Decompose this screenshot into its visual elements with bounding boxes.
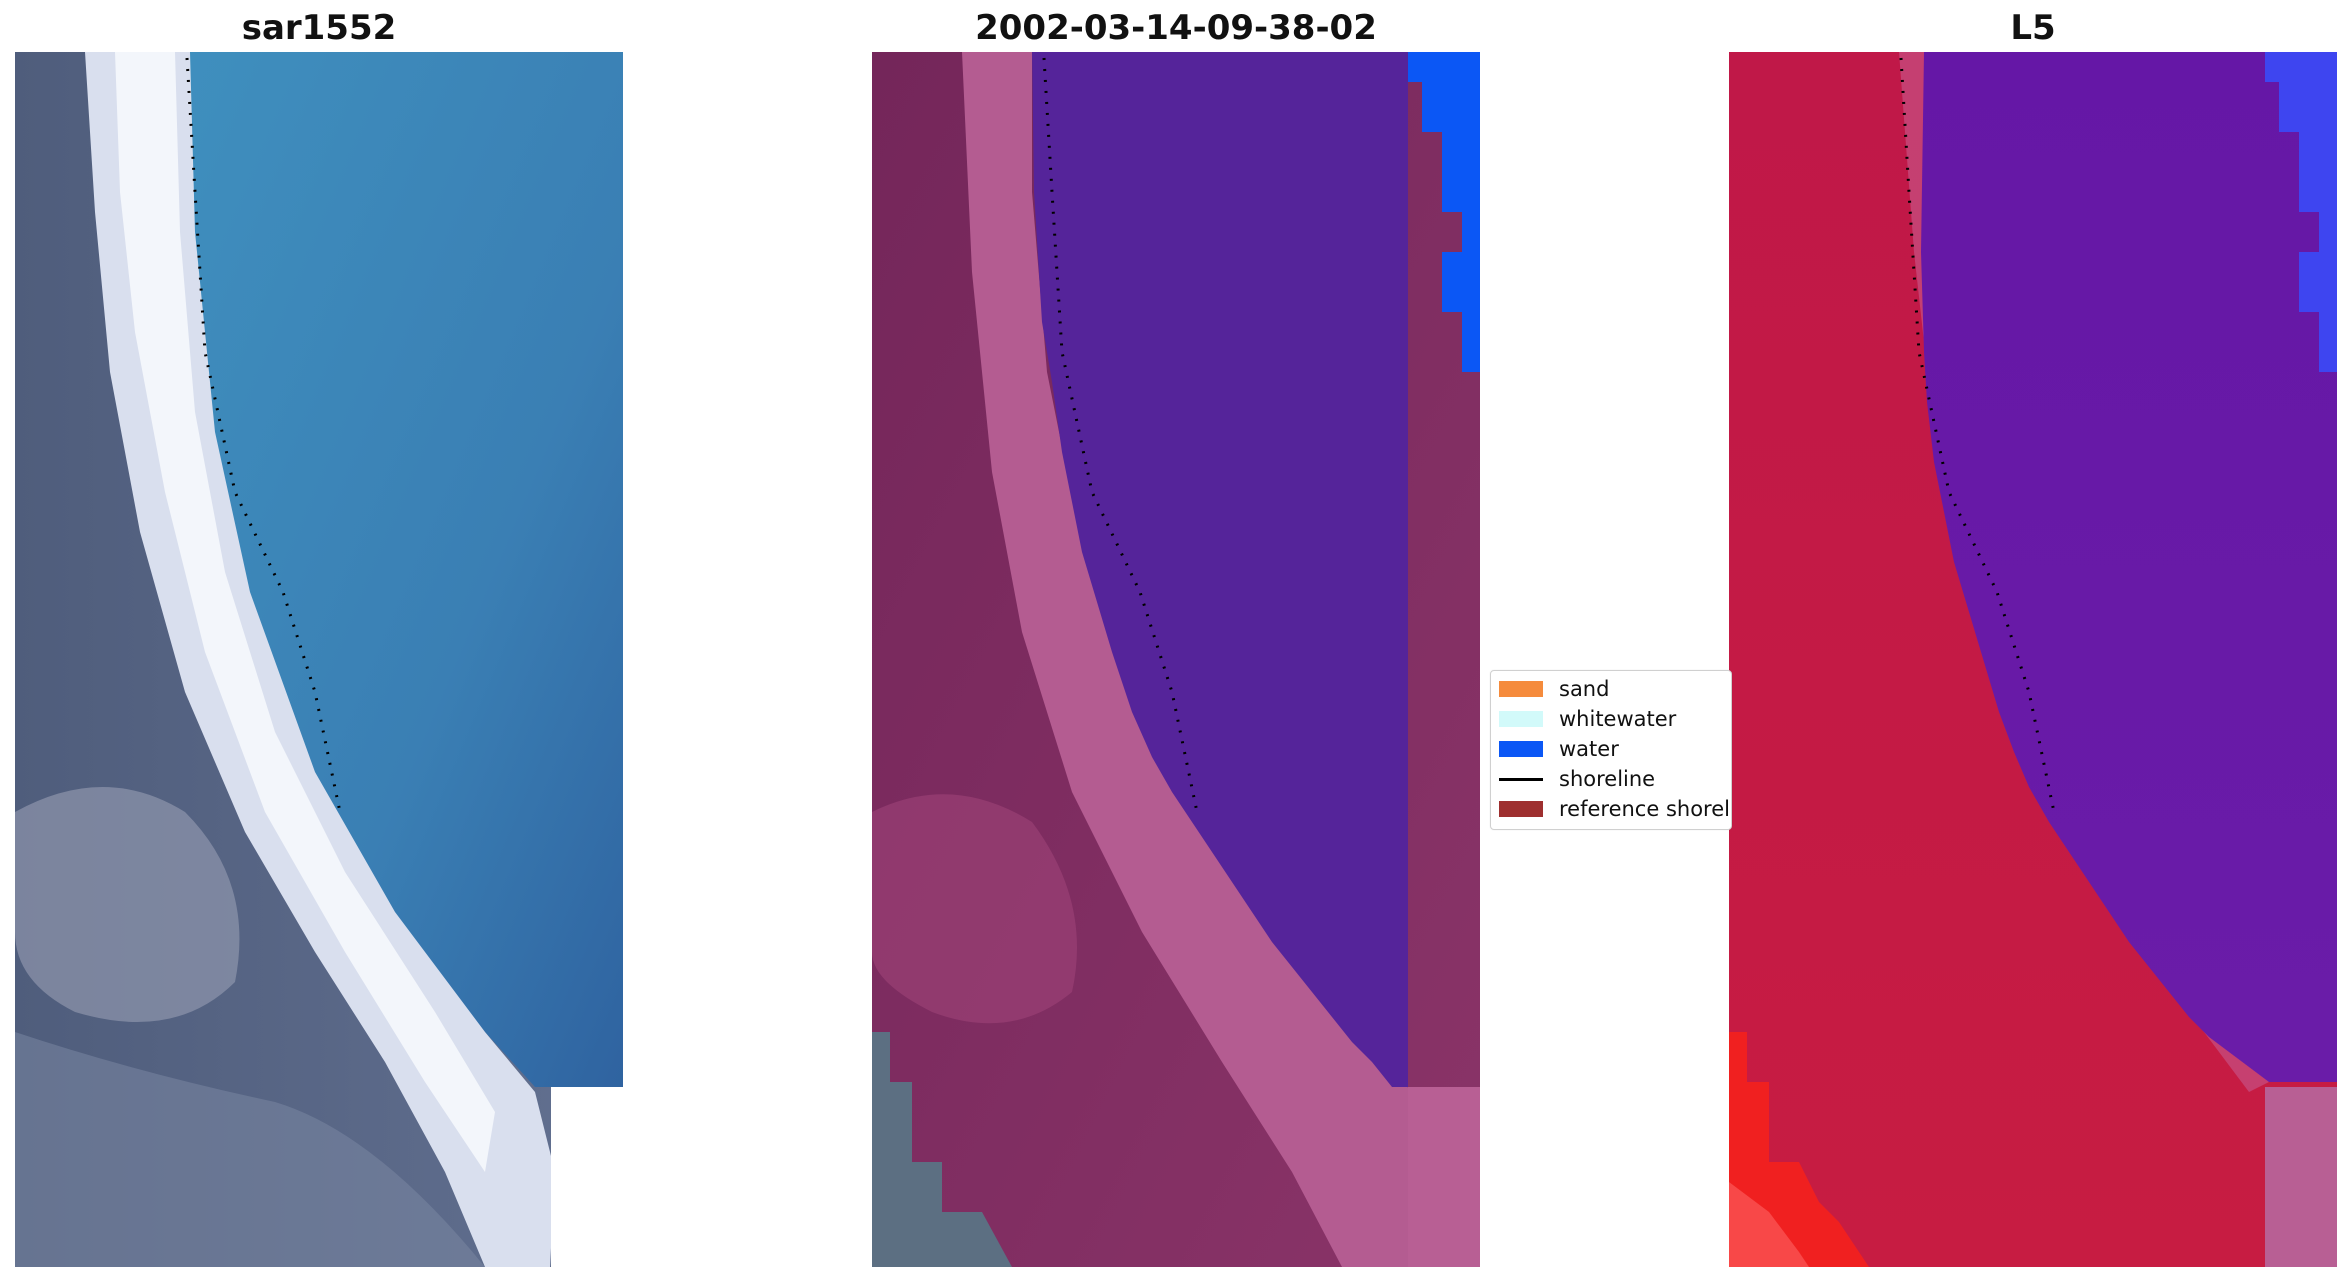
whitewater-swatch: [1499, 711, 1543, 727]
legend-item-reference-shoreline: reference shoreline: [1499, 797, 1731, 821]
water-swatch: [1499, 741, 1543, 757]
legend-item-sand: sand: [1499, 677, 1609, 701]
legend-item-shoreline: shoreline: [1499, 767, 1655, 791]
legend-label-water: water: [1559, 737, 1619, 761]
legend-label-whitewater: whitewater: [1559, 707, 1677, 731]
index-image: [1729, 52, 2337, 1267]
legend-label-sand: sand: [1559, 677, 1610, 701]
legend: sand whitewater water shoreline referenc…: [1490, 670, 1732, 830]
shoreline-line-swatch: [1499, 771, 1543, 787]
legend-item-water: water: [1499, 737, 1619, 761]
legend-label-reference-shoreline: reference shoreline: [1559, 797, 1731, 821]
panel-title-l5: L5: [2010, 8, 2056, 48]
panel-title-sar1552: sar1552: [241, 8, 397, 48]
legend-item-whitewater: whitewater: [1499, 707, 1676, 731]
classified-image: [872, 52, 1480, 1267]
sand-swatch: [1499, 681, 1543, 697]
satellite-rgb-image: [15, 52, 623, 1267]
panel-title-date: 2002-03-14-09-38-02: [975, 8, 1377, 48]
legend-label-shoreline: shoreline: [1559, 767, 1656, 791]
reference-shoreline-swatch: [1499, 801, 1543, 817]
